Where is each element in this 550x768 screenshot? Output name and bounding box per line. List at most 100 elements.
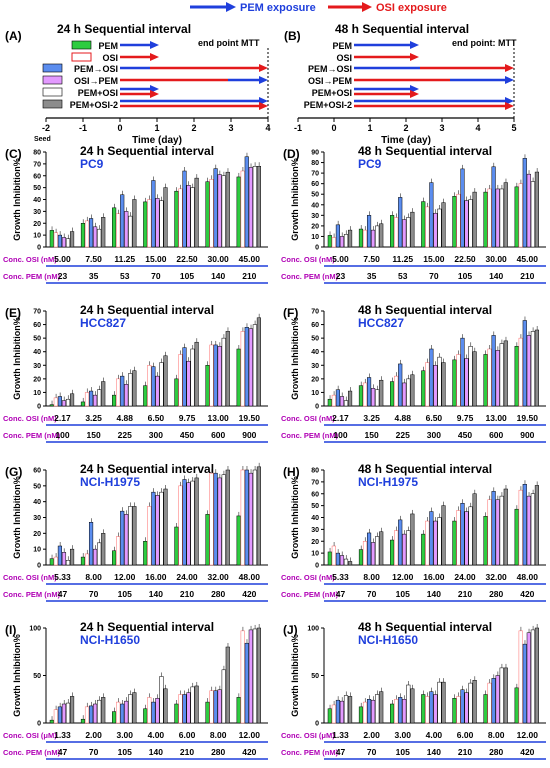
svg-text:0: 0 bbox=[331, 123, 336, 133]
bar-pem-osi bbox=[213, 168, 218, 248]
y-tick-label: 20 bbox=[311, 223, 319, 230]
bar-pem-osi bbox=[252, 628, 257, 724]
bar-osi-pem bbox=[93, 394, 98, 407]
y-tick-label: 90 bbox=[311, 150, 319, 157]
pem-conc-value: 210 bbox=[458, 589, 472, 599]
bar-pem-osi-2 bbox=[441, 362, 446, 407]
bar-osi bbox=[518, 630, 523, 724]
pem-conc-value: 140 bbox=[427, 747, 441, 757]
bar-pem-osi bbox=[244, 156, 249, 248]
y-axis-label: Growth Inhibition% bbox=[12, 476, 22, 559]
osi-conc-value: 11.25 bbox=[392, 254, 413, 264]
osi-conc-value: 13.00 bbox=[208, 413, 230, 423]
panel-letter: (D) bbox=[283, 147, 300, 161]
svg-text:3: 3 bbox=[439, 123, 444, 133]
time-axis-label: Time (day) bbox=[132, 135, 182, 146]
bar-osi bbox=[487, 188, 492, 248]
bar-pem bbox=[514, 508, 519, 566]
pem-conc-value: 900 bbox=[520, 430, 534, 440]
bar-osi bbox=[147, 506, 152, 566]
pem-conc-value: 53 bbox=[398, 271, 408, 281]
bar-pem-osi bbox=[366, 532, 372, 566]
y-tick-label: 10 bbox=[311, 551, 319, 558]
bar-osi-pem bbox=[155, 375, 160, 407]
panel-letter: (E) bbox=[5, 306, 21, 320]
y-tick-label: 30 bbox=[311, 363, 319, 370]
bar-pem bbox=[143, 708, 148, 724]
bar-pem-osi bbox=[343, 234, 349, 248]
bar-osi-pem bbox=[217, 689, 222, 724]
y-tick-label: 50 bbox=[311, 336, 319, 343]
y-tick-label: 10 bbox=[311, 390, 319, 397]
osi-conc-value: 24.00 bbox=[176, 572, 198, 582]
panel-title: 24 h Sequential interval bbox=[80, 462, 214, 476]
bar-osi-pem bbox=[433, 520, 438, 566]
cell-line-label: PC9 bbox=[80, 157, 104, 171]
bar-pem-osi-2 bbox=[410, 374, 415, 407]
bar-pem-osi bbox=[437, 517, 442, 566]
pem-conc-label: Conc. PEM (nM) bbox=[281, 431, 339, 440]
panel-title: 48 h Sequential interval bbox=[358, 462, 492, 476]
osi-conc-label: Conc. OSI (μM) bbox=[281, 731, 335, 740]
osi-conc-value: 2.17 bbox=[332, 413, 349, 423]
pem-conc-value: 70 bbox=[367, 589, 377, 599]
seed-label: Seed bbox=[34, 136, 51, 143]
bar-osi bbox=[487, 348, 492, 407]
pem-conc-value: 70 bbox=[367, 747, 377, 757]
osi-conc-value: 5.00 bbox=[54, 254, 71, 264]
bar-osi bbox=[518, 183, 523, 248]
bar-osi-pem bbox=[93, 226, 98, 248]
bar-pem-osi bbox=[530, 331, 535, 407]
bar-osi bbox=[425, 520, 430, 566]
bar-pem-osi-2 bbox=[256, 627, 261, 724]
bar-osi bbox=[240, 170, 245, 248]
y-tick-label: 50 bbox=[33, 185, 41, 192]
panel-title: 48 h Sequential interval bbox=[358, 303, 492, 317]
bar-osi bbox=[487, 499, 492, 566]
osi-conc-value: 15.00 bbox=[145, 254, 167, 264]
panel-title: 24 h Sequential interval bbox=[80, 144, 214, 158]
osi-conc-value: 8.00 bbox=[488, 730, 505, 740]
panel-letter: (F) bbox=[283, 306, 298, 320]
bar-pem bbox=[452, 698, 457, 724]
y-tick-label: 80 bbox=[311, 468, 319, 475]
row-label: OSI→PEM bbox=[308, 76, 352, 86]
osi-conc-label: Conc. OSI (nM) bbox=[3, 414, 57, 423]
bar-pem-osi bbox=[335, 224, 340, 248]
y-tick-label: 30 bbox=[33, 209, 41, 216]
bar-pem bbox=[49, 719, 54, 724]
bar-pem-osi bbox=[88, 705, 94, 724]
bar-pem-osi bbox=[151, 366, 156, 407]
bar-osi-pem bbox=[124, 514, 129, 566]
bar-pem-osi bbox=[460, 503, 465, 566]
osi-conc-value: 7.50 bbox=[85, 254, 102, 264]
pem-conc-value: 47 bbox=[336, 747, 346, 757]
osi-conc-value: 4.00 bbox=[426, 730, 443, 740]
y-tick-label: 40 bbox=[33, 349, 41, 356]
bar-osi-pem bbox=[402, 219, 407, 248]
row-label: OSI bbox=[102, 53, 118, 63]
bar-pem bbox=[205, 701, 210, 724]
pem-conc-value: 280 bbox=[211, 589, 225, 599]
bar-pem bbox=[358, 385, 364, 407]
y-tick-label: 50 bbox=[33, 483, 41, 490]
bar-pem-osi bbox=[398, 197, 403, 248]
bar-osi bbox=[518, 489, 523, 566]
pem-conc-value: 70 bbox=[151, 271, 161, 281]
bar-pem-osi-2 bbox=[503, 667, 508, 724]
y-tick-label: 60 bbox=[33, 173, 41, 180]
bar-pem bbox=[390, 703, 395, 724]
y-tick-label: 20 bbox=[33, 531, 41, 538]
pem-conc-value: 35 bbox=[89, 271, 99, 281]
pem-conc-value: 420 bbox=[242, 747, 256, 757]
y-tick-label: 50 bbox=[311, 192, 319, 199]
bar-osi bbox=[209, 344, 214, 407]
bar-pem-osi bbox=[120, 194, 125, 248]
panel-letter: (I) bbox=[5, 623, 16, 637]
bar-pem bbox=[174, 378, 179, 407]
osi-conc-value: 7.50 bbox=[363, 254, 380, 264]
bar-osi bbox=[425, 696, 430, 724]
bar-pem-osi-2 bbox=[256, 317, 261, 407]
